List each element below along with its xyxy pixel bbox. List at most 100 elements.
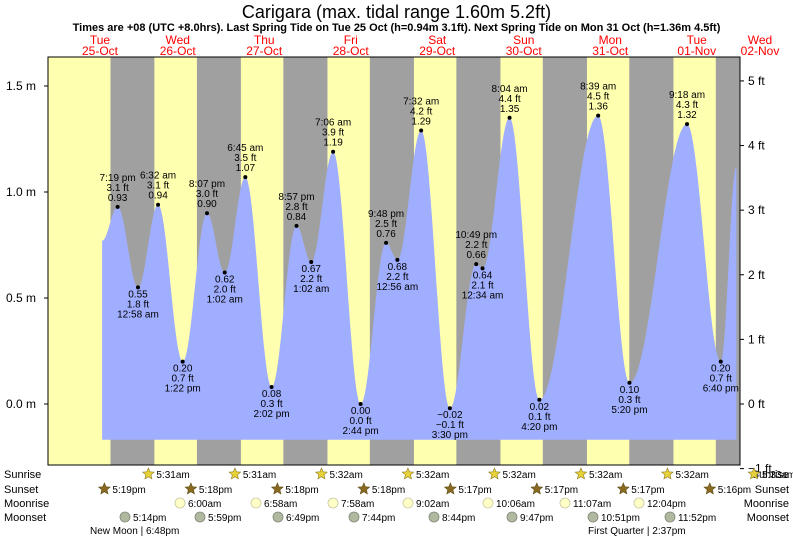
day-header-labels: Tue25-OctWed26-OctThu27-OctFri28-OctSat2…: [82, 33, 779, 58]
day-date: 02-Nov: [741, 44, 780, 58]
moonrise-icon: [559, 497, 571, 509]
astronomy-rows: Sunrise Sunrise Sunset Sunset Moonrise Moonri…: [4, 467, 793, 537]
sunrise-icon: [660, 467, 674, 480]
moonset-icon: [119, 511, 131, 523]
moonrise-icon: [633, 497, 645, 509]
moonset-time: 10:51pm: [601, 513, 640, 524]
right-tick-label: 2 ft: [748, 268, 765, 282]
tide-label: 8:07 pm: [189, 179, 225, 190]
right-tick-label: 4 ft: [748, 139, 765, 153]
tide-label: 0.3 ft: [618, 395, 640, 406]
moonrise-time: 10:06am: [496, 499, 535, 510]
tide-label: 8:04 am: [492, 84, 528, 95]
tide-point: [718, 359, 723, 364]
moonset-time: 6:49pm: [286, 513, 319, 524]
tide-label: 9:48 pm: [368, 209, 404, 220]
tide-label: −0.02: [437, 410, 463, 421]
day-date: 27-Oct: [246, 44, 283, 58]
sunrise-time: 5:32am: [502, 470, 535, 481]
tide-label: 2.2 ft: [465, 240, 487, 251]
tide-label: 1.29: [411, 117, 431, 128]
sunrise-time: 5:32am: [329, 470, 362, 481]
moonset-icon: [348, 511, 360, 523]
tide-point: [627, 380, 632, 385]
day-name: Wed: [748, 33, 772, 47]
row-label-right: Sunset: [755, 484, 789, 496]
day-date: 28-Oct: [333, 44, 370, 58]
tide-label: 2.2 ft: [386, 272, 408, 283]
left-tick-label: 0.5 m: [6, 291, 36, 305]
sunset-icon: [97, 482, 111, 495]
right-tick-label: 1 ft: [748, 332, 765, 346]
axes: 1.5 m 1.0 m 0.5 m 0.0 m 5 ft 4 ft 3 ft 2 ft 1 ft…: [6, 56, 772, 476]
tide-label: 0.66: [467, 250, 487, 261]
tide-label: 6:40 pm: [703, 384, 739, 395]
tide-label: 0.7 ft: [172, 374, 194, 385]
tide-label: 2.8 ft: [285, 202, 307, 213]
tide-label: 0.55: [128, 289, 148, 300]
tide-label: 0.64: [473, 270, 493, 281]
sunset-time: 5:18pm: [199, 485, 232, 496]
sunrise-icon: [314, 467, 328, 480]
tide-point: [243, 175, 248, 180]
tide-label: 4:20 pm: [521, 422, 557, 433]
tide-label: 7:19 pm: [100, 173, 136, 184]
sunset-time: 5:17pm: [458, 485, 491, 496]
right-tick-label: 0 ft: [748, 397, 765, 411]
tide-label: 2.2 ft: [300, 274, 322, 285]
moonrise-time: 6:58am: [264, 499, 297, 510]
tide-label: 8:57 pm: [278, 192, 314, 203]
day-date: 01-Nov: [677, 44, 716, 58]
row-label-right: Moonset: [747, 512, 789, 524]
tide-point: [507, 115, 512, 120]
tide-label: 1.35: [500, 104, 520, 115]
tide-point: [358, 402, 363, 406]
tide-label: −0.1 ft: [436, 420, 464, 431]
tide-label: 0.3 ft: [260, 399, 282, 410]
tide-label: 1.8 ft: [127, 299, 149, 310]
moonrise-icon: [482, 497, 494, 509]
row-label-left: Sunset: [4, 484, 38, 496]
tide-label: 4.2 ft: [410, 107, 432, 118]
moonset-icon: [194, 511, 206, 523]
tide-label: 1.36: [588, 102, 608, 113]
tide-label: 0.68: [388, 262, 408, 273]
tide-label: 1.32: [677, 110, 697, 121]
moonset-time: 5:59pm: [208, 513, 241, 524]
sunset-time: 5:18pm: [372, 485, 405, 496]
tide-point: [395, 257, 400, 262]
sunset-icon: [530, 482, 544, 495]
moonrise-icon: [174, 497, 186, 509]
moonset-time: 8:44pm: [442, 513, 475, 524]
tide-point: [537, 397, 542, 402]
tide-label: 10:49 pm: [455, 230, 497, 241]
row-label-right: Sunrise: [752, 469, 789, 481]
tide-point: [331, 149, 336, 154]
sunset-time: 5:18pm: [285, 485, 318, 496]
sunset-time: 5:17pm: [631, 485, 664, 496]
tide-series-area: [102, 115, 737, 440]
tide-label: 3.1 ft: [147, 181, 169, 192]
tide-label: 8:39 am: [580, 82, 616, 93]
sunrise-time: 5:33am: [762, 470, 793, 481]
row-label-left: Sunrise: [4, 469, 41, 481]
moonrise-icon: [250, 497, 262, 509]
sunrise-time: 5:32am: [589, 470, 622, 481]
day-date: 25-Oct: [82, 44, 119, 58]
moonset-time: 7:44pm: [362, 513, 395, 524]
tide-label: 0.84: [287, 212, 307, 223]
day-name: Tue: [90, 33, 111, 47]
moonrise-icon: [327, 497, 339, 509]
day-name: Wed: [166, 33, 190, 47]
tide-label: 2.5 ft: [375, 219, 397, 230]
day-date: 31-Oct: [592, 44, 629, 58]
tide-label: 0.02: [530, 402, 550, 413]
day-name: Thu: [254, 33, 275, 47]
tide-label: 4.4 ft: [498, 94, 520, 105]
tide-label: 6:45 am: [227, 143, 263, 154]
tide-label: 7:32 am: [403, 97, 439, 108]
tide-point: [115, 204, 120, 209]
tide-label: 4.5 ft: [587, 92, 609, 103]
day-name: Mon: [599, 33, 622, 47]
